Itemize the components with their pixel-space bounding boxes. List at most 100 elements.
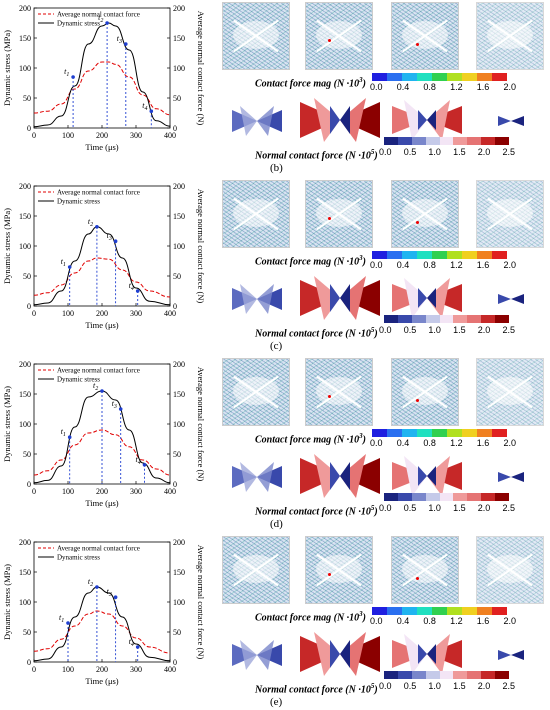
- y2-tick-label: 50: [173, 450, 181, 459]
- normal-contact-force-label: Normal contact force (N ·105): [255, 682, 378, 696]
- x-tick-label: 0: [32, 665, 36, 674]
- legend-stress-label: Dynamic stress: [57, 554, 100, 562]
- normal-force-rose-1: [232, 640, 282, 670]
- colorbar-tick-label: 1.0: [428, 325, 441, 335]
- y-tick-label: 100: [19, 64, 31, 73]
- marker-point: [95, 225, 99, 229]
- y2-tick-label: 100: [173, 242, 185, 251]
- colorbar-tick-label: 2.0: [503, 616, 516, 626]
- normal-contact-force-colorbar: [384, 493, 510, 501]
- contact-force-mag-label: Contact force mag (N ·103): [255, 432, 367, 446]
- colorbar-tick-label: 0.0: [379, 147, 392, 157]
- y2-tick-label: 200: [173, 182, 185, 191]
- colorbar-tick-label: 2.0: [503, 82, 516, 92]
- normal-force-rose-4: [498, 472, 524, 482]
- colorbar-tick-label: 2.0: [503, 438, 516, 448]
- colorbar-tick-label: 0.8: [423, 438, 436, 448]
- colorbar-tick-label: 2.0: [477, 325, 491, 335]
- marker-label: t2: [98, 13, 103, 24]
- contact-force-mag-colorbar: [372, 251, 507, 259]
- y2-axis-label: Average normal contact force (N): [196, 545, 205, 660]
- colorbar-tick-label: 0.8: [423, 616, 436, 626]
- panel-caption: (d): [270, 518, 283, 530]
- y2-tick-label: 50: [173, 94, 181, 103]
- colorbar-tick-label: 1.0: [428, 681, 441, 691]
- colorbar-tick-label: 0.0: [379, 503, 392, 513]
- stress-series-line: [33, 586, 171, 662]
- normal-contact-force-ticks: 0.0 0.5 1.0 1.5 2.0 2.5: [379, 503, 515, 513]
- y-tick-label: 150: [19, 34, 31, 43]
- normal-force-rose-3: [392, 278, 462, 318]
- colorbar-tick-label: 1.2: [450, 616, 463, 626]
- colorbar-tick-label: 0.0: [370, 260, 383, 270]
- marker-label: t4: [129, 637, 134, 648]
- y2-tick-label: 0: [173, 124, 177, 133]
- x-tick-label: 200: [96, 131, 108, 140]
- legend-force-label: Average normal contact force: [57, 367, 140, 375]
- x-tick-label: 300: [130, 665, 142, 674]
- colorbar-tick-label: 0.0: [370, 438, 383, 448]
- colorbar-tick-label: 1.5: [453, 681, 466, 691]
- y-tick-label: 0: [27, 480, 31, 489]
- contact-force-mag-ticks: 0.0 0.4 0.8 1.2 1.6 2.0: [370, 438, 516, 448]
- marker-point: [67, 435, 72, 439]
- marker-point: [71, 75, 75, 79]
- legend-stress-label: Dynamic stress: [57, 376, 100, 384]
- x-tick-label: 400: [164, 487, 176, 496]
- colorbar-tick-label: 1.2: [450, 82, 463, 92]
- y-tick-label: 100: [19, 598, 31, 607]
- y2-tick-label: 200: [173, 360, 185, 369]
- marker-point: [135, 289, 140, 293]
- marker-point: [105, 21, 109, 25]
- y-tick-label: 150: [19, 568, 31, 577]
- marker-label: t2: [88, 217, 93, 228]
- normal-force-rose-4: [498, 294, 524, 304]
- colorbar-tick-label: 0.5: [403, 325, 417, 335]
- normal-contact-force-colorbar: [384, 137, 510, 145]
- colorbar-tick-label: 0.0: [370, 82, 383, 92]
- normal-contact-force-colorbar: [384, 315, 510, 323]
- y2-tick-label: 50: [173, 628, 181, 637]
- y-tick-label: 200: [19, 182, 31, 191]
- contact-force-mag-image-2: [305, 358, 373, 426]
- panel-caption: (c): [270, 340, 283, 352]
- colorbar-tick-label: 0.8: [423, 82, 436, 92]
- marker-label: t3: [107, 231, 112, 242]
- normal-force-rose-1: [232, 284, 282, 314]
- normal-force-rose-3: [392, 100, 462, 140]
- colorbar-tick-label: 1.0: [428, 147, 441, 157]
- y-tick-label: 200: [19, 360, 31, 369]
- colorbar-tick-label: 0.0: [379, 325, 392, 335]
- colorbar-tick-label: 2.5: [502, 503, 515, 513]
- marker-label: t2: [88, 577, 93, 588]
- normal-contact-force-colorbar: [384, 671, 510, 679]
- y2-tick-label: 100: [173, 420, 185, 429]
- x-tick-label: 300: [130, 131, 142, 140]
- contact-force-mag-label: Contact force mag (N ·103): [255, 254, 367, 268]
- marker-point: [100, 389, 104, 393]
- colorbar-tick-label: 1.5: [453, 503, 466, 513]
- force-series-line: [33, 429, 171, 476]
- colorbar-tick-label: 2.5: [502, 147, 515, 157]
- colorbar-tick-label: 2.0: [503, 260, 516, 270]
- colorbar-tick-label: 1.6: [476, 82, 490, 92]
- y2-axis-label: Average normal contact force (N): [196, 189, 205, 304]
- contact-force-mag-image-4: [476, 180, 544, 248]
- marker-label: t4: [129, 281, 134, 292]
- normal-contact-force-label: Normal contact force (N ·105): [255, 504, 378, 518]
- colorbar-tick-label: 1.6: [476, 616, 490, 626]
- contact-force-mag-image-1: [222, 536, 290, 604]
- x-tick-label: 300: [130, 309, 142, 318]
- y-tick-label: 0: [27, 124, 31, 133]
- contact-force-mag-image-2: [305, 536, 373, 604]
- x-tick-label: 200: [96, 665, 108, 674]
- y-tick-label: 50: [23, 94, 31, 103]
- normal-contact-force-ticks: 0.0 0.5 1.0 1.5 2.0 2.5: [379, 325, 515, 335]
- y2-axis-label: Average normal contact force (N): [196, 367, 205, 482]
- colorbar-tick-label: 0.4: [396, 616, 410, 626]
- normal-force-rose-4: [498, 650, 524, 660]
- colorbar-tick-label: 0.5: [403, 503, 417, 513]
- x-tick-label: 100: [62, 665, 74, 674]
- contact-force-mag-ticks: 0.0 0.4 0.8 1.2 1.6 2.0: [370, 616, 516, 626]
